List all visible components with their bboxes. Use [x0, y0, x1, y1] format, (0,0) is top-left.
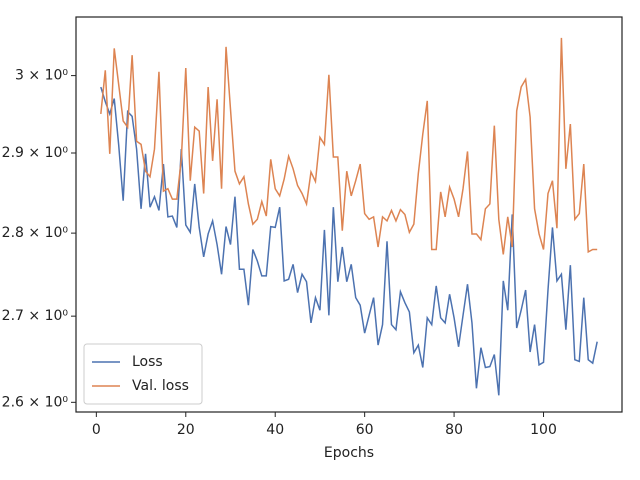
y-tick-label: 2.6 × 10⁰ [2, 394, 69, 410]
y-tick-label: 2.9 × 10⁰ [2, 145, 69, 161]
legend-label: Loss [132, 354, 163, 370]
y-tick-label: 2.7 × 10⁰ [2, 308, 69, 324]
y-tick-label: 3 × 10⁰ [15, 68, 68, 84]
y-tick-label: 2.8 × 10⁰ [2, 225, 69, 241]
x-tick-label: 60 [356, 422, 374, 438]
line [100, 86, 598, 396]
x-axis-label: Epochs [324, 445, 374, 461]
legend: Loss Val. loss [83, 343, 203, 405]
x-tick-label: 80 [445, 422, 463, 438]
x-tick-label: 20 [177, 422, 195, 438]
line [100, 37, 598, 255]
x-tick-label: 0 [92, 422, 101, 438]
legend-box [83, 343, 203, 405]
axes-frame [75, 16, 623, 413]
x-tick-label: 100 [530, 422, 557, 438]
legend-label: Val. loss [132, 378, 189, 394]
x-tick-label: 40 [266, 422, 284, 438]
